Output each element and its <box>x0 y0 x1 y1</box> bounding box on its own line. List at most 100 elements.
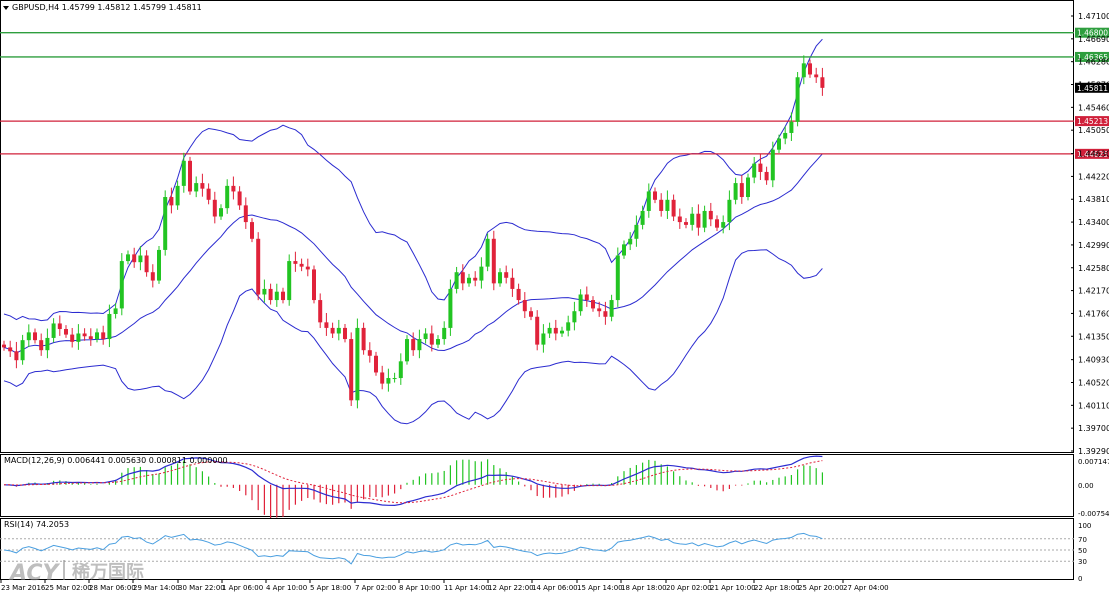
candle[interactable] <box>181 152 186 193</box>
candle[interactable] <box>82 328 87 341</box>
candle[interactable] <box>219 204 223 220</box>
candle[interactable] <box>26 324 31 348</box>
candle[interactable] <box>708 202 713 227</box>
main-panel[interactable] <box>0 0 1074 453</box>
candle[interactable] <box>361 322 366 355</box>
candle[interactable] <box>281 287 285 304</box>
candle[interactable] <box>132 247 137 268</box>
candle[interactable] <box>541 324 546 353</box>
candle[interactable] <box>522 292 527 319</box>
candle[interactable] <box>343 324 347 343</box>
candle[interactable] <box>646 183 651 218</box>
candle[interactable] <box>256 232 261 301</box>
candle[interactable] <box>157 246 161 284</box>
candle[interactable] <box>622 240 626 259</box>
candle[interactable] <box>367 342 372 363</box>
candle[interactable] <box>801 55 806 85</box>
candle[interactable] <box>671 194 676 222</box>
candle[interactable] <box>473 271 478 287</box>
candle[interactable] <box>758 154 763 180</box>
candle[interactable] <box>386 368 391 392</box>
candle[interactable] <box>101 325 106 345</box>
candle[interactable] <box>318 293 323 329</box>
candle[interactable] <box>677 208 682 229</box>
candle[interactable] <box>212 191 217 224</box>
candle[interactable] <box>739 175 744 204</box>
candle[interactable] <box>57 315 62 336</box>
candle[interactable] <box>547 322 552 338</box>
candle[interactable] <box>299 258 304 272</box>
candle[interactable] <box>262 279 267 303</box>
candle[interactable] <box>553 319 558 341</box>
candle[interactable] <box>200 173 205 197</box>
candle[interactable] <box>653 187 657 204</box>
candle[interactable] <box>597 301 602 317</box>
candle[interactable] <box>417 329 422 359</box>
candle[interactable] <box>324 312 329 336</box>
candle[interactable] <box>355 318 360 409</box>
candle[interactable] <box>88 328 93 346</box>
candle[interactable] <box>405 335 409 365</box>
candle[interactable] <box>491 230 496 291</box>
candle[interactable] <box>423 328 428 344</box>
candle[interactable] <box>14 341 19 369</box>
candle[interactable] <box>144 250 149 277</box>
candle[interactable] <box>479 257 484 289</box>
rsi-panel[interactable] <box>0 518 1074 580</box>
candle[interactable] <box>76 324 81 350</box>
candle[interactable] <box>783 126 788 145</box>
candle[interactable] <box>119 253 124 316</box>
candle[interactable] <box>336 319 341 341</box>
candle[interactable] <box>429 325 434 352</box>
candle[interactable] <box>808 59 812 78</box>
candle[interactable] <box>572 301 577 331</box>
candle[interactable] <box>163 190 168 256</box>
candle[interactable] <box>727 190 732 231</box>
candle[interactable] <box>454 266 459 294</box>
candle[interactable] <box>721 215 726 234</box>
candle[interactable] <box>665 190 670 219</box>
candle[interactable] <box>312 265 316 304</box>
candle[interactable] <box>380 365 385 390</box>
candle[interactable] <box>243 197 248 229</box>
candle[interactable] <box>293 251 298 272</box>
candle[interactable] <box>107 304 112 348</box>
candle[interactable] <box>268 283 273 305</box>
candle[interactable] <box>113 303 118 319</box>
candle[interactable] <box>578 289 583 316</box>
candle[interactable] <box>640 205 645 230</box>
candle[interactable] <box>2 340 6 351</box>
candle[interactable] <box>349 332 354 406</box>
candle[interactable] <box>95 328 99 343</box>
candle[interactable] <box>374 351 378 376</box>
candle[interactable] <box>591 296 595 312</box>
candle[interactable] <box>566 315 571 337</box>
candle[interactable] <box>70 327 75 348</box>
candle[interactable] <box>460 264 465 291</box>
candle[interactable] <box>485 233 490 272</box>
candle[interactable] <box>715 215 719 231</box>
candle[interactable] <box>45 328 50 359</box>
candle[interactable] <box>684 218 688 229</box>
candle[interactable] <box>615 247 620 307</box>
candle[interactable] <box>225 179 230 214</box>
candle[interactable] <box>560 326 564 337</box>
candle[interactable] <box>504 265 509 284</box>
candle[interactable] <box>305 258 310 277</box>
candle[interactable] <box>330 322 335 338</box>
candle[interactable] <box>510 268 515 297</box>
candle[interactable] <box>138 246 143 271</box>
candle[interactable] <box>392 372 397 383</box>
candle[interactable] <box>194 176 199 198</box>
candle[interactable] <box>764 166 769 185</box>
candle[interactable] <box>696 204 701 236</box>
candle[interactable] <box>274 283 279 307</box>
candle[interactable] <box>287 254 292 306</box>
candle[interactable] <box>603 301 608 325</box>
candle[interactable] <box>814 67 819 83</box>
candle[interactable] <box>535 310 540 351</box>
candle[interactable] <box>64 325 68 338</box>
candle[interactable] <box>467 273 471 287</box>
